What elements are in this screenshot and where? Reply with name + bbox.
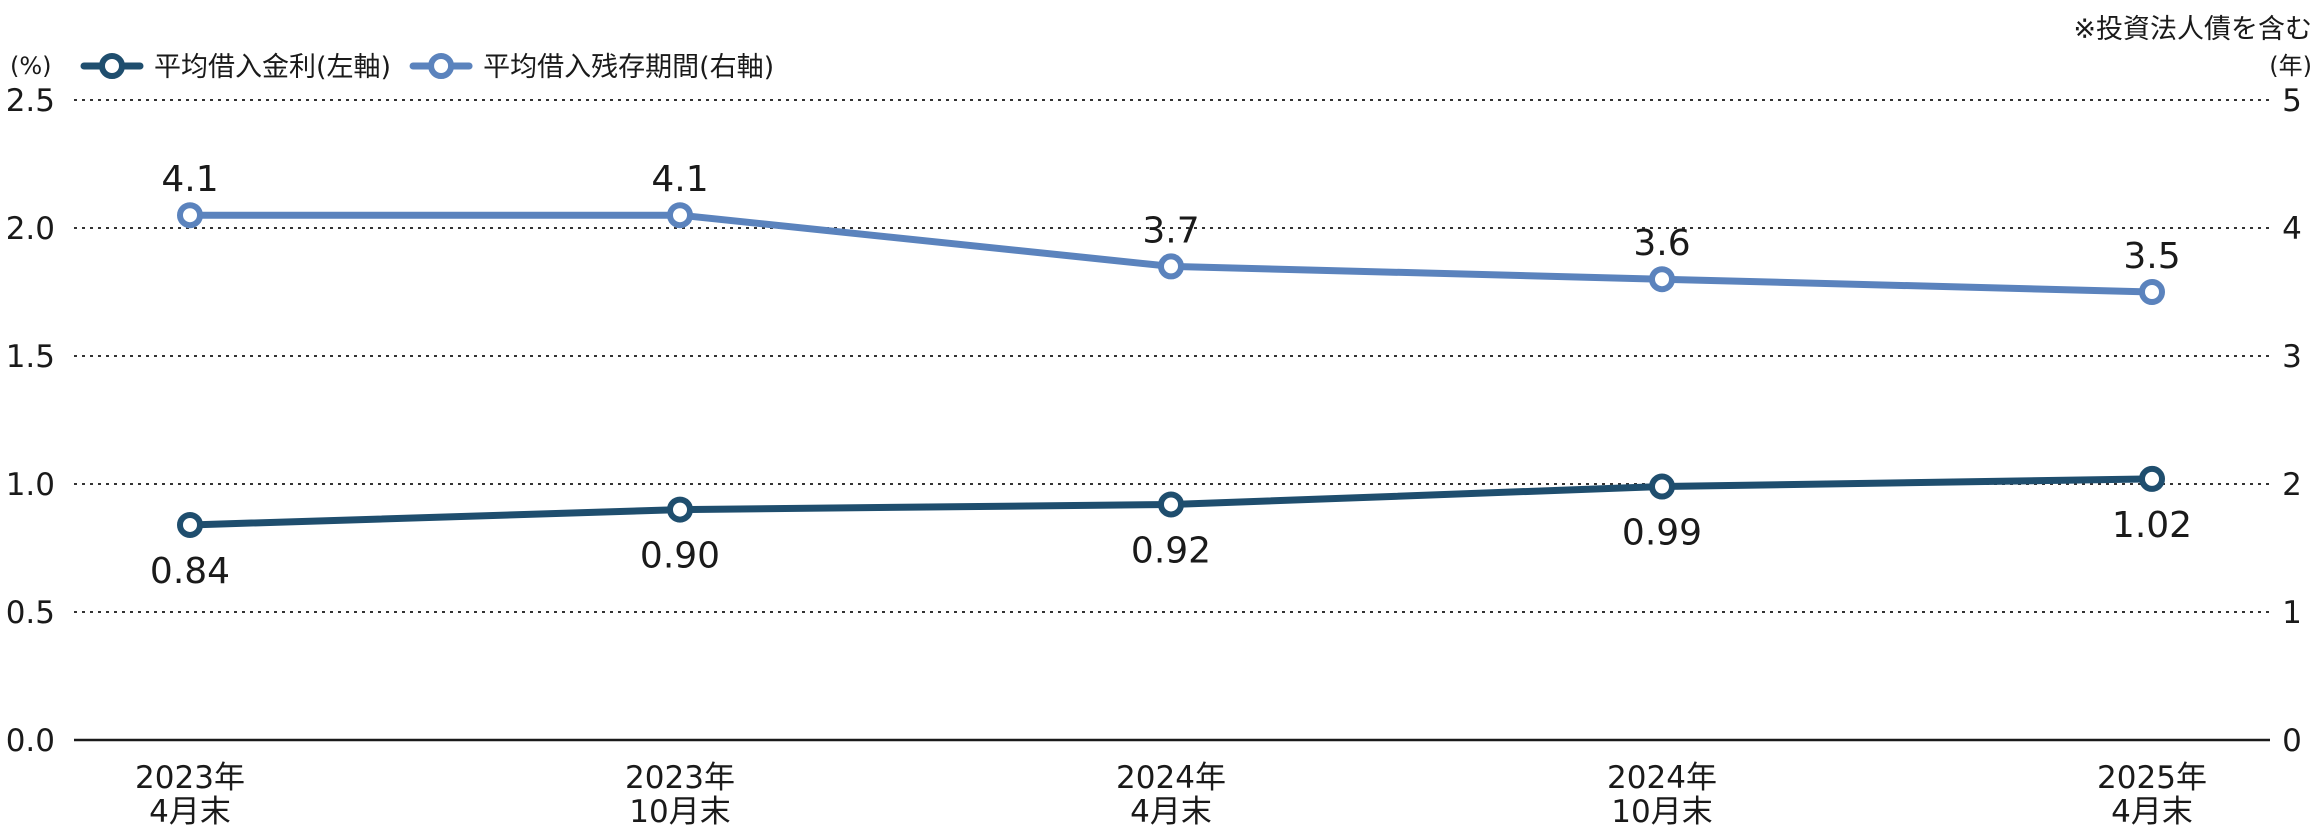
data-label: 0.99 xyxy=(1622,513,1702,554)
axes: 0.0 0.5 1.0 1.5 2.0 2.5 0 1 2 3 4 5 2023年 4月末 2023年 10月… xyxy=(6,83,2302,830)
footnote-note: ※投資法人債を含む xyxy=(2073,14,2312,45)
data-point xyxy=(2139,279,2165,305)
legend-swatch-marker xyxy=(99,53,125,79)
data-point xyxy=(1158,253,1184,280)
data-label: 3.7 xyxy=(1142,210,1199,251)
right-axis-unit: (年) xyxy=(2269,52,2312,80)
data-label: 1.02 xyxy=(2112,505,2192,546)
legend-swatch-marker xyxy=(428,53,455,79)
right-tick-label: 5 xyxy=(2282,83,2302,119)
legend-label: 平均借入金利(左軸) xyxy=(154,52,391,83)
left-tick-label: 2.0 xyxy=(6,211,55,247)
right-tick-label: 2 xyxy=(2282,467,2302,503)
data-point xyxy=(177,202,203,229)
data-label: 0.90 xyxy=(640,536,720,577)
left-tick-label: 1.5 xyxy=(6,339,55,375)
data-label: 0.92 xyxy=(1131,530,1211,571)
category-label: 2025年 4月末 xyxy=(2097,760,2207,830)
data-label: 3.6 xyxy=(1633,223,1690,264)
data-labels: 0.84 0.90 0.92 0.99 1.02 4.1 4.1 3.7 3.6 3.5 xyxy=(150,159,2192,592)
data-point xyxy=(177,511,203,538)
data-label: 3.5 xyxy=(2123,236,2180,277)
data-point xyxy=(1649,473,1675,500)
left-axis-unit: (%) xyxy=(10,52,52,80)
right-tick-label: 4 xyxy=(2282,211,2302,247)
category-label: 2024年 4月末 xyxy=(1116,760,1226,830)
grid-lines xyxy=(74,99,2270,742)
left-tick-label: 0.0 xyxy=(6,723,55,759)
legend-item-0: 平均借入金利(左軸) xyxy=(80,52,391,83)
data-label: 4.1 xyxy=(161,159,218,200)
left-tick-label: 0.5 xyxy=(6,595,55,631)
data-point xyxy=(2139,465,2165,492)
right-tick-label: 0 xyxy=(2282,723,2302,759)
data-point xyxy=(667,202,693,229)
series-lines xyxy=(177,202,2165,538)
left-tick-label: 2.5 xyxy=(6,83,55,119)
legend-item-1: 平均借入残存期間(右軸) xyxy=(409,52,774,83)
right-tick-label: 3 xyxy=(2282,339,2302,375)
category-label: 2024年 10月末 xyxy=(1607,760,1717,830)
legend: 平均借入金利(左軸) 平均借入残存期間(右軸) xyxy=(80,52,774,83)
data-point xyxy=(1649,266,1675,293)
data-label: 4.1 xyxy=(651,159,708,200)
data-point xyxy=(667,496,693,523)
category-label: 2023年 4月末 xyxy=(135,760,245,830)
data-label: 0.84 xyxy=(150,551,230,592)
category-label: 2023年 10月末 xyxy=(625,760,735,830)
legend-label: 平均借入残存期間(右軸) xyxy=(483,52,774,83)
data-point xyxy=(1158,491,1184,518)
left-tick-label: 1.0 xyxy=(6,467,55,503)
right-tick-label: 1 xyxy=(2282,595,2302,631)
